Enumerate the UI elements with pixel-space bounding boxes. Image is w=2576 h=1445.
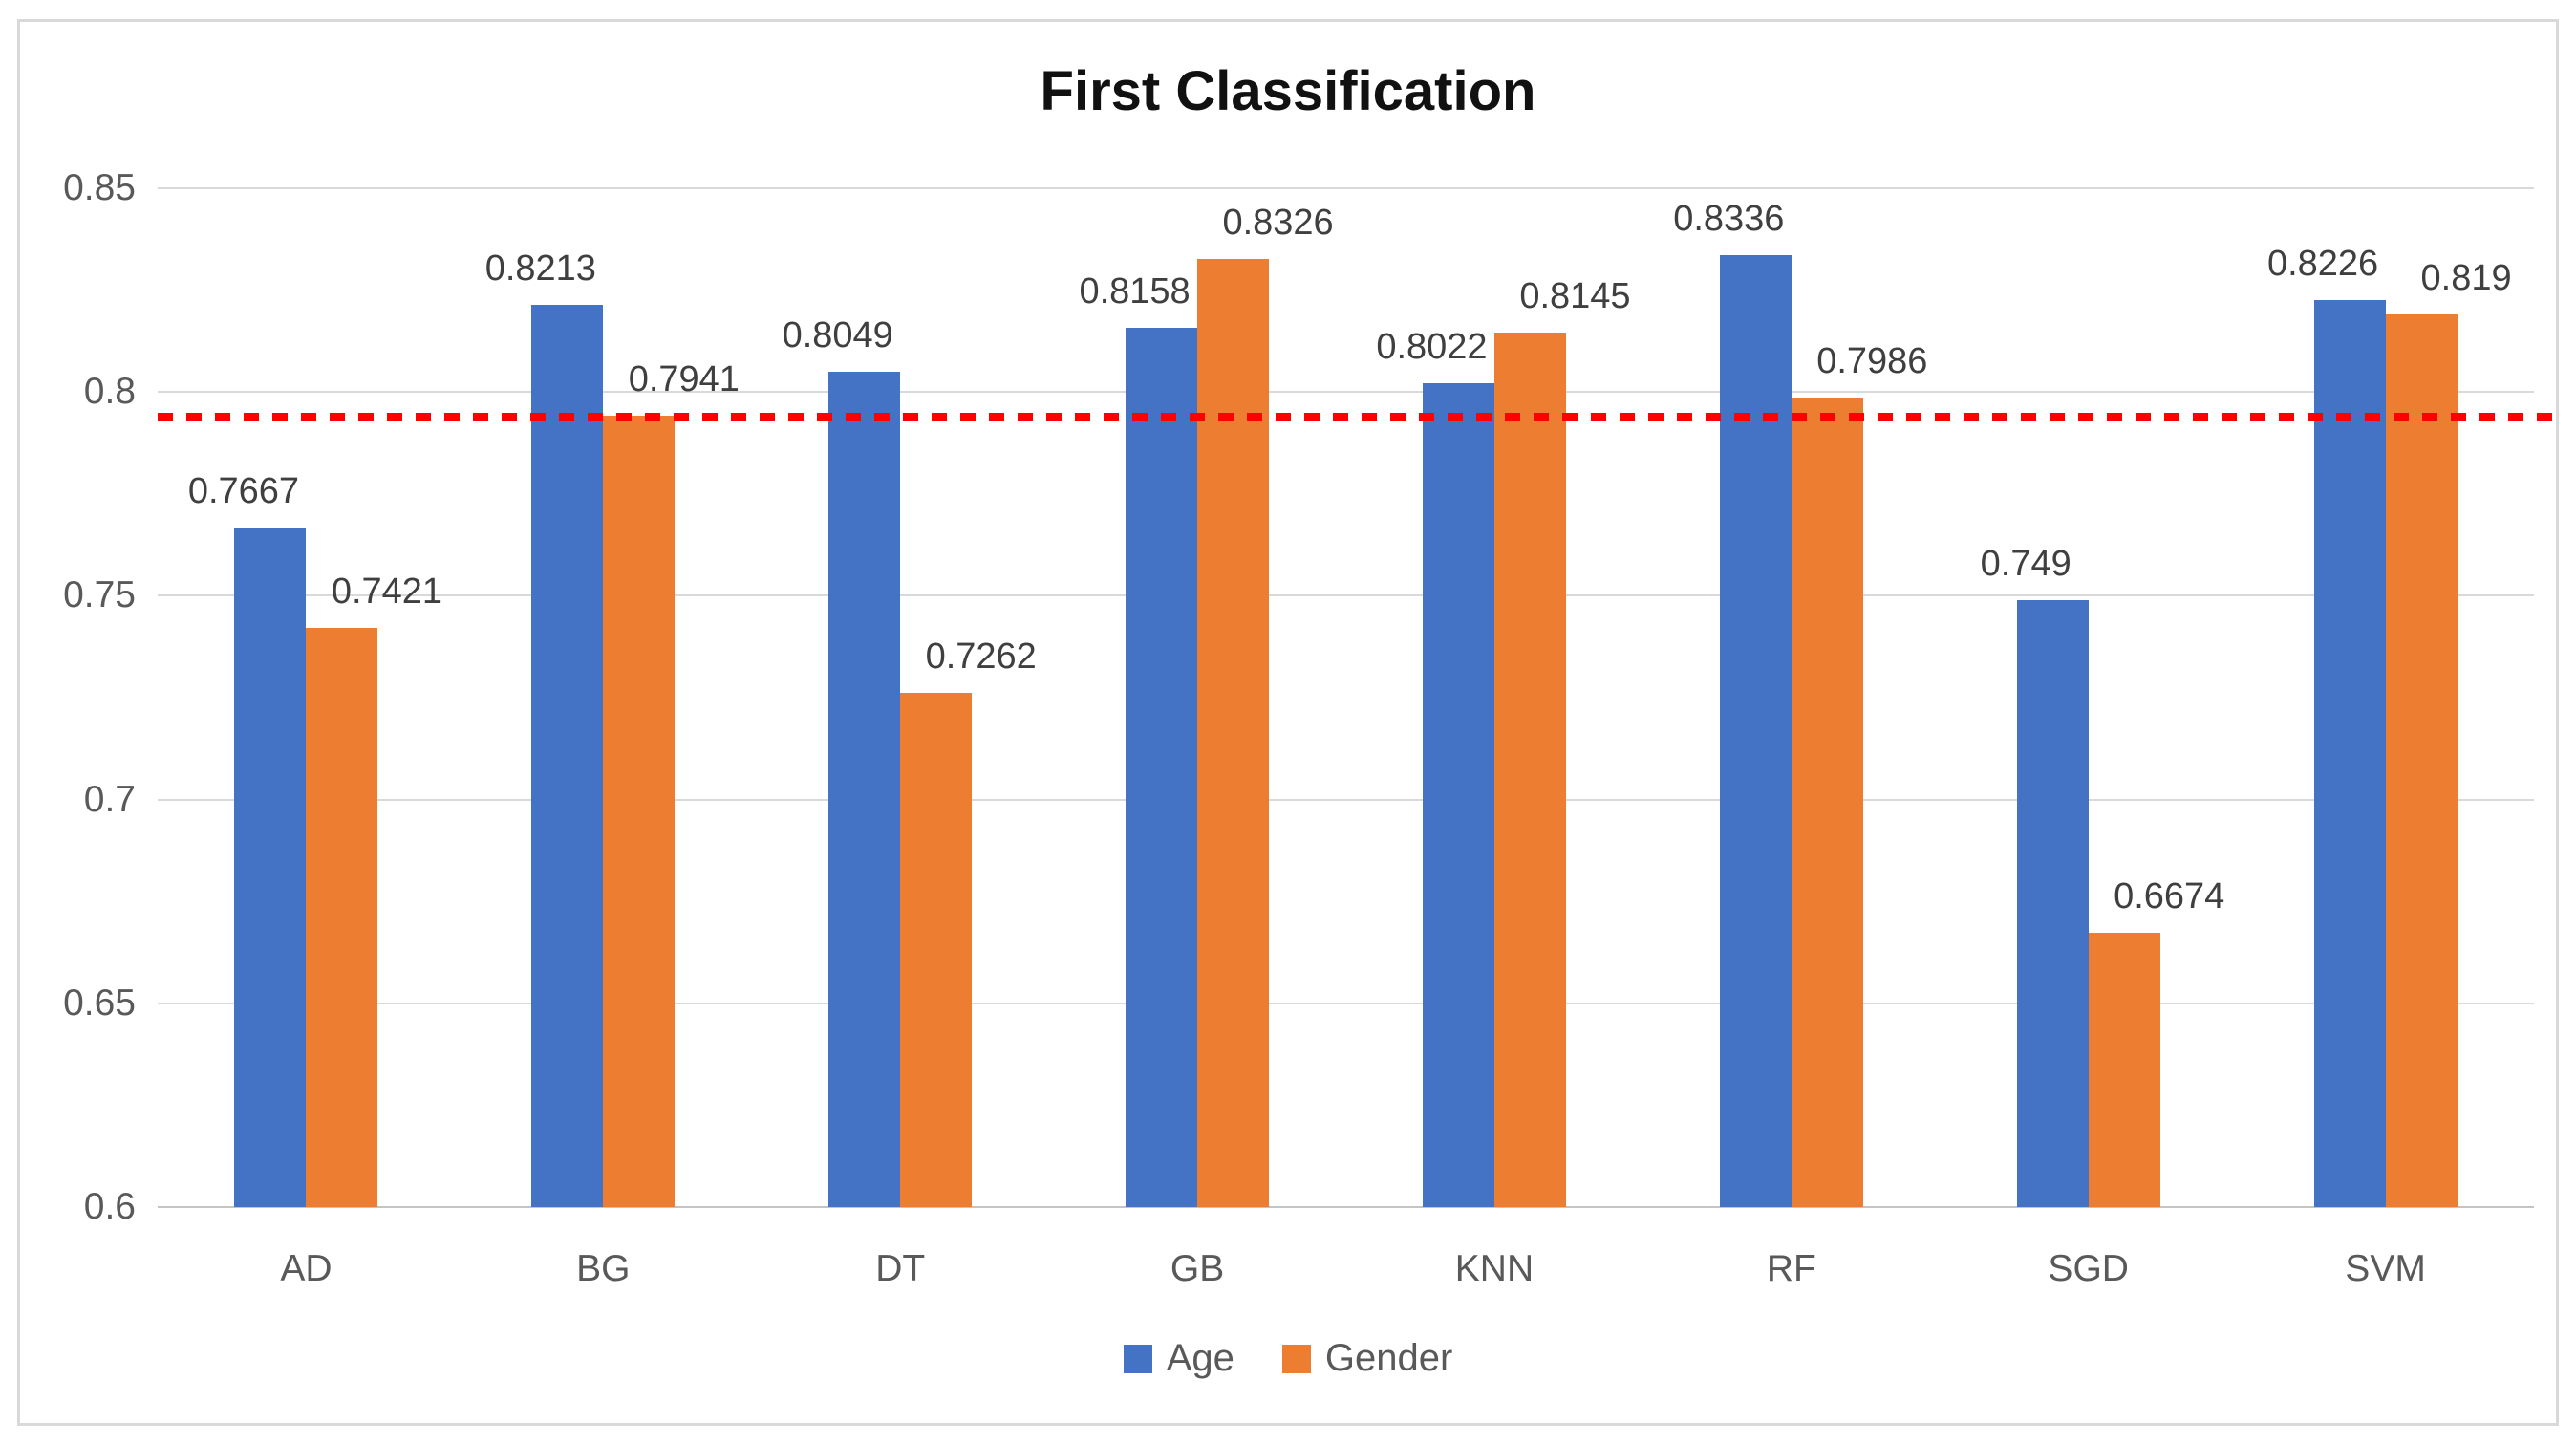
bar-gender-gb	[1197, 259, 1270, 1207]
bar-gender-rf	[1791, 398, 1863, 1207]
chart-title: First Classification	[1040, 60, 1536, 122]
bar-age-dt	[828, 372, 901, 1207]
value-label-age-gb: 0.8158	[1079, 270, 1191, 312]
y-tick-label: 0.75	[63, 574, 136, 616]
x-category-label: SGD	[2048, 1248, 2129, 1289]
value-label-age-sgd: 0.749	[1980, 543, 2072, 584]
value-label-gender-knn: 0.8145	[1519, 276, 1631, 317]
bar-gender-dt	[900, 692, 973, 1207]
x-category-label: GB	[1170, 1248, 1225, 1289]
legend: Age Gender	[0, 1337, 2576, 1380]
reference-line	[158, 412, 2557, 421]
x-category-label: SVM	[2345, 1248, 2426, 1289]
value-label-gender-sgd: 0.6674	[2114, 875, 2225, 917]
legend-gender-swatch-icon	[1281, 1344, 1311, 1373]
y-axis: 0.85 0.8 0.75 0.7 0.65 0.6	[0, 167, 136, 1227]
legend-label-gender: Gender	[1324, 1337, 1453, 1379]
x-category-label: BG	[576, 1248, 631, 1289]
legend-item-gender: Gender	[1281, 1337, 1453, 1380]
value-label-age-bg: 0.8213	[484, 248, 596, 290]
value-label-age-ad: 0.7667	[187, 471, 300, 512]
value-label-age-svm: 0.8226	[2266, 243, 2379, 284]
bar-age-gb	[1126, 327, 1198, 1207]
gridline	[158, 187, 2534, 189]
y-tick-label: 0.8	[83, 371, 136, 413]
legend-age-swatch-icon	[1123, 1344, 1152, 1373]
gridline	[158, 391, 2534, 394]
gridline	[158, 1002, 2534, 1004]
bar-age-ad	[234, 528, 307, 1207]
legend-item-age: Age	[1123, 1337, 1234, 1380]
bar-gender-knn	[1493, 333, 1566, 1207]
value-label-gender-svm: 0.819	[2420, 258, 2512, 299]
y-tick-label: 0.85	[63, 167, 136, 208]
plot-area: 0.7667 0.7421 0.8213 0.7941 0.8049 0.7262 0.81…	[158, 187, 2557, 1208]
value-label-gender-bg: 0.7941	[628, 359, 740, 400]
bar-age-rf	[1719, 254, 1792, 1207]
value-label-gender-rf: 0.7986	[1816, 341, 1928, 382]
bar-age-knn	[1422, 382, 1494, 1207]
x-axis: AD BG DT GB KNN RF SGD SVM	[158, 1239, 2534, 1296]
y-tick-label: 0.6	[83, 1186, 136, 1227]
bar-age-svm	[2313, 299, 2386, 1207]
x-category-label: RF	[1766, 1248, 1816, 1289]
y-tick-label: 0.7	[83, 778, 136, 820]
x-category-label: KNN	[1454, 1248, 1535, 1289]
y-tick-label: 0.65	[63, 981, 136, 1024]
bar-gender-svm	[2385, 314, 2458, 1207]
legend-label-age: Age	[1166, 1337, 1234, 1379]
x-category-label: AD	[280, 1248, 333, 1289]
x-category-label: DT	[875, 1248, 926, 1289]
gridline	[158, 798, 2534, 801]
value-label-age-rf: 0.8336	[1673, 198, 1785, 239]
value-label-gender-dt: 0.7262	[925, 636, 1037, 677]
gridline	[158, 594, 2534, 597]
value-label-age-dt: 0.8049	[782, 315, 893, 356]
bar-gender-bg	[603, 416, 676, 1207]
value-label-gender-ad: 0.7421	[331, 572, 443, 613]
bar-age-bg	[531, 305, 604, 1207]
bar-age-sgd	[2016, 599, 2089, 1207]
value-label-gender-gb: 0.8326	[1222, 203, 1334, 244]
bar-gender-ad	[306, 628, 378, 1207]
bar-gender-sgd	[2088, 932, 2160, 1207]
value-label-age-knn: 0.8022	[1376, 326, 1488, 367]
x-axis-line	[158, 1206, 2534, 1208]
